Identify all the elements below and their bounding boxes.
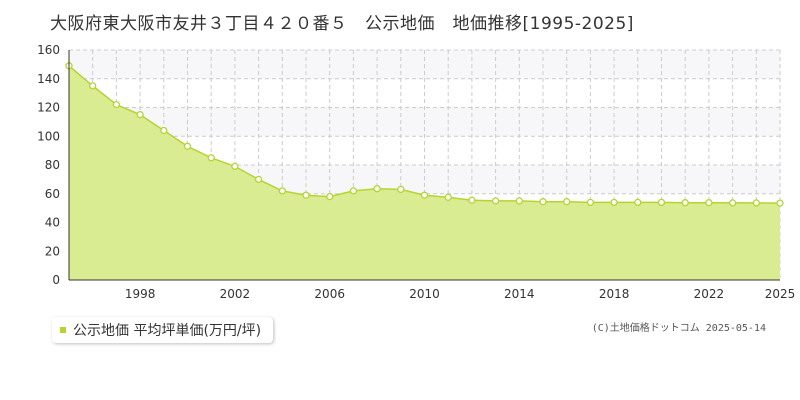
series-layer xyxy=(65,62,784,280)
data-point xyxy=(207,154,215,162)
axes xyxy=(68,50,780,281)
data-point xyxy=(160,126,168,135)
x-tick-label: 2014 xyxy=(504,287,535,300)
y-tick-label: 160 xyxy=(37,43,60,57)
data-point xyxy=(254,175,263,184)
data-point xyxy=(420,191,429,199)
data-point xyxy=(136,111,144,119)
data-point xyxy=(89,82,97,90)
x-tick-label: 2025 xyxy=(765,287,796,300)
data-point xyxy=(278,187,286,195)
legend: 公示地価 平均坪単価(万円/坪) xyxy=(52,317,274,343)
data-point xyxy=(373,185,381,193)
legend-swatch xyxy=(60,327,66,333)
data-point xyxy=(539,198,547,206)
data-point xyxy=(563,198,571,206)
data-point xyxy=(397,185,405,194)
y-tick-label: 120 xyxy=(37,101,60,115)
data-point xyxy=(634,198,642,207)
data-point xyxy=(326,192,334,201)
y-axis-tick-labels: 0 20 40 60 80 100 120 140 160 xyxy=(37,43,60,287)
data-point xyxy=(776,199,784,207)
chart-title: 大阪府東大阪市友井３丁目４２０番５ 公示地価 地価推移[1995-2025] xyxy=(50,14,634,34)
y-tick-label: 80 xyxy=(45,158,60,172)
data-point xyxy=(657,198,666,207)
x-tick-label: 2006 xyxy=(314,287,345,300)
data-point xyxy=(681,199,689,207)
credit-text: (C)土地価格ドットコム 2025-05-14 xyxy=(591,323,766,334)
data-point xyxy=(491,197,500,205)
data-point xyxy=(468,196,476,204)
y-tick-label: 60 xyxy=(45,187,60,201)
data-point xyxy=(586,198,595,207)
x-tick-label: 2022 xyxy=(694,287,725,300)
x-tick-label: 2018 xyxy=(599,287,630,300)
data-point xyxy=(728,199,737,207)
data-point xyxy=(349,187,358,195)
legend-label: 公示地価 平均坪単価(万円/坪) xyxy=(73,323,262,339)
y-tick-label: 140 xyxy=(37,72,60,86)
series-area xyxy=(69,65,780,280)
data-point xyxy=(705,199,713,207)
chart-area: 0 20 40 60 80 100 120 140 160 1998 2002 2006 2010 20… xyxy=(37,43,795,300)
data-point xyxy=(752,199,760,207)
y-tick-label: 0 xyxy=(52,273,60,287)
x-axis-tick-labels: 1998 2002 2006 2010 2014 2018 2022 2025 xyxy=(125,287,795,300)
data-point xyxy=(302,191,310,199)
data-point xyxy=(231,162,239,171)
x-tick-label: 2002 xyxy=(220,287,251,300)
data-point xyxy=(515,197,523,205)
y-tick-label: 100 xyxy=(37,129,60,143)
y-tick-label: 40 xyxy=(45,216,60,230)
data-point xyxy=(444,193,452,201)
x-tick-label: 2010 xyxy=(409,287,440,300)
data-point xyxy=(610,198,618,207)
x-tick-label: 1998 xyxy=(125,287,156,300)
data-point xyxy=(112,100,121,109)
y-tick-label: 20 xyxy=(45,244,60,258)
data-point xyxy=(183,142,192,150)
